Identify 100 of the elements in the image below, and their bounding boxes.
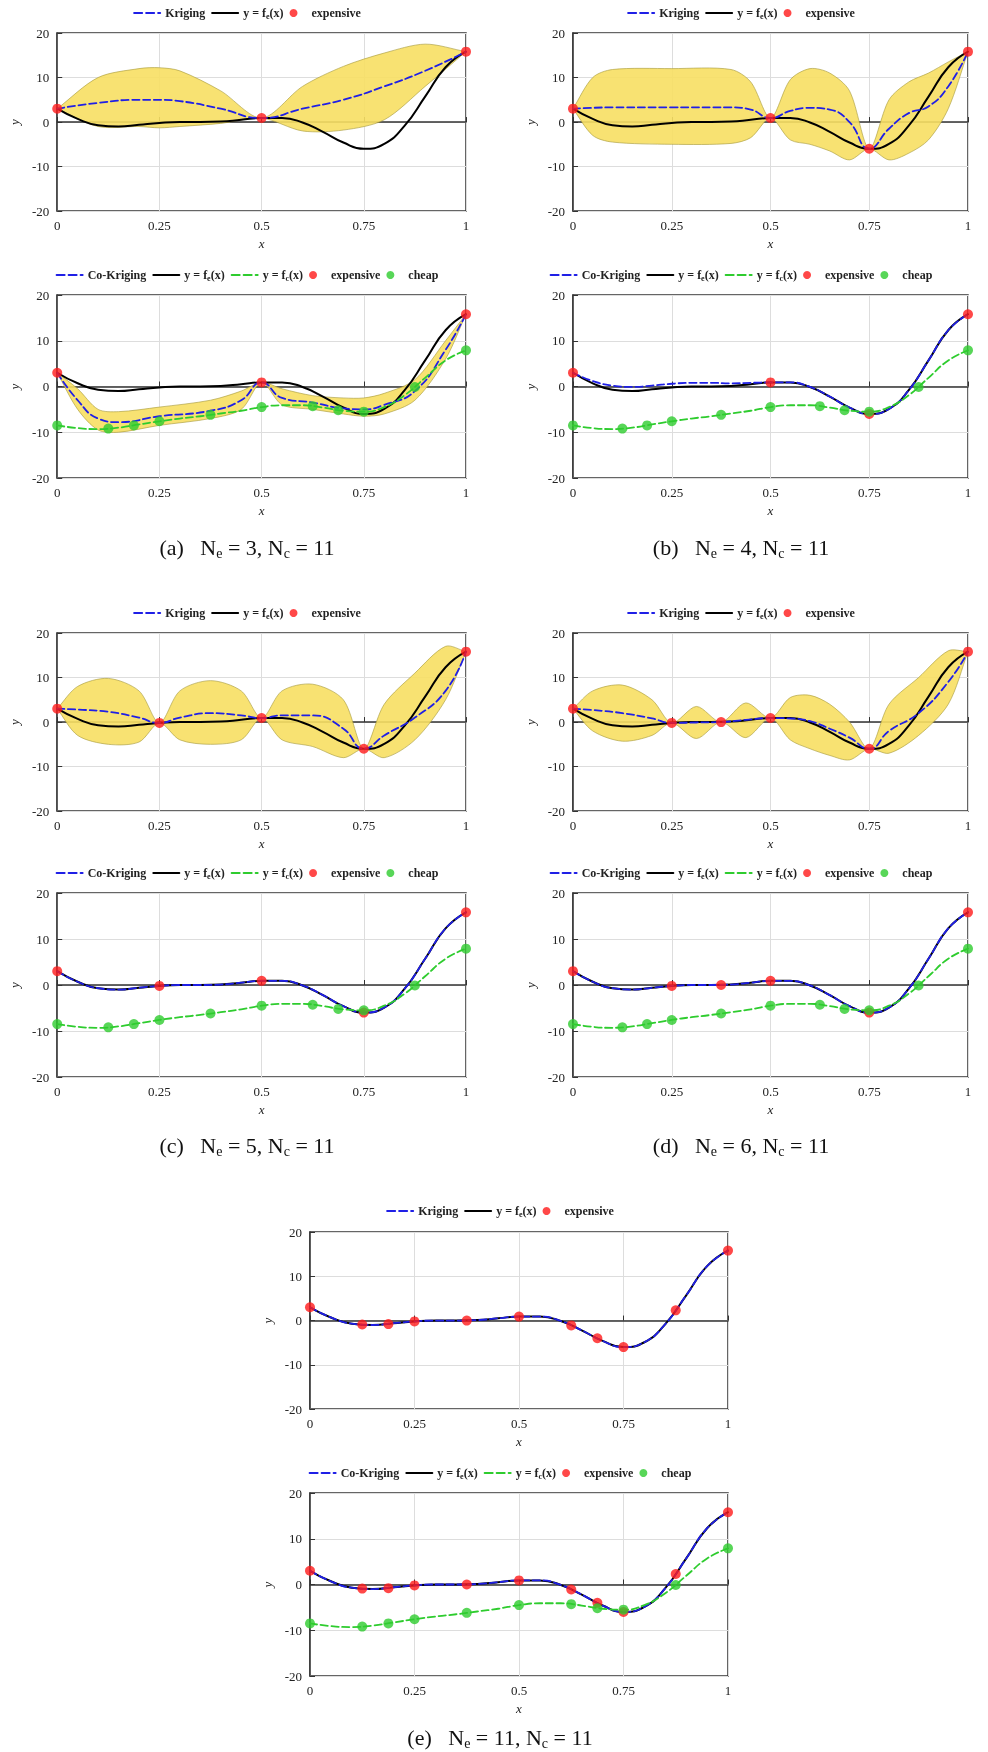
legend-label: Kriging xyxy=(418,1204,459,1218)
x-tick-label: 0.75 xyxy=(857,1084,881,1099)
legend-label: Kriging xyxy=(659,6,700,20)
x-tick-label: 0.5 xyxy=(762,485,779,500)
y-tick-label: 0 xyxy=(42,977,50,993)
y-tick-label: 0 xyxy=(558,114,565,130)
x-axis-title: x xyxy=(766,836,774,851)
x-tick-label: 0.25 xyxy=(660,818,684,834)
legend-label: Co-Kriging xyxy=(581,866,641,880)
x-tick-label: 0 xyxy=(569,218,577,234)
y-tick-label: -20 xyxy=(31,803,50,819)
y-tick-label: 10 xyxy=(36,931,50,947)
x-tick-label: 0.25 xyxy=(660,485,684,500)
x-tick-label: 0.75 xyxy=(612,1683,635,1698)
legend-label: cheap xyxy=(902,866,933,880)
y-tick-label: -10 xyxy=(547,424,565,440)
y-tick-label: 20 xyxy=(552,25,565,41)
y-axis-title: y xyxy=(7,981,22,990)
y-tick-label: -20 xyxy=(284,1668,302,1684)
y-axis-title: y xyxy=(522,718,538,727)
x-tick-label: 0.5 xyxy=(510,1416,528,1432)
y-tick-label: 0 xyxy=(295,1577,302,1592)
x-tick-label: 0.25 xyxy=(148,818,171,834)
x-axis-title: x xyxy=(766,1101,774,1117)
y-tick-label: -10 xyxy=(31,159,50,175)
y-axis-title: y xyxy=(259,1317,275,1326)
legend-label: expensive xyxy=(825,866,876,880)
y-tick-label: 10 xyxy=(289,1268,302,1284)
y-tick-label: 20 xyxy=(289,1485,302,1501)
y-tick-label: 20 xyxy=(552,625,565,641)
y-tick-label: 10 xyxy=(552,333,565,349)
x-tick-label: 0.5 xyxy=(762,818,779,834)
x-axis-title: x xyxy=(257,502,265,518)
y-tick-label: 10 xyxy=(289,1531,302,1547)
y-tick-label: 10 xyxy=(552,70,565,86)
x-tick-label: 0.75 xyxy=(857,218,881,234)
x-tick-label: 0.5 xyxy=(762,1084,779,1099)
x-tick-label: 0 xyxy=(53,818,61,834)
x-tick-label: 0.25 xyxy=(660,1084,684,1099)
y-tick-label: 0 xyxy=(558,977,565,993)
x-tick-label: 0.75 xyxy=(612,1416,635,1432)
y-tick-label: 20 xyxy=(552,885,565,901)
x-tick-label: 0.75 xyxy=(352,218,376,234)
legend-label: Kriging xyxy=(659,606,700,620)
x-tick-label: 0 xyxy=(569,485,577,500)
x-tick-label: 0.5 xyxy=(510,1683,528,1698)
y-tick-label: -20 xyxy=(31,203,50,219)
y-tick-label: 20 xyxy=(36,287,50,303)
y-tick-label: 20 xyxy=(36,885,50,901)
y-axis-title: y xyxy=(522,383,538,392)
legend-label: expensive xyxy=(331,866,382,880)
y-axis-title: y xyxy=(7,718,22,727)
y-tick-label: -10 xyxy=(547,1023,565,1039)
y-tick-label: 10 xyxy=(552,670,565,686)
x-tick-label: 0.25 xyxy=(403,1416,426,1432)
x-tick-label: 1 xyxy=(462,218,470,234)
y-tick-label: 0 xyxy=(42,379,50,394)
x-tick-label: 0.5 xyxy=(253,1084,270,1099)
y-tick-label: 0 xyxy=(42,114,50,130)
legend-label: Kriging xyxy=(165,606,206,620)
x-tick-label: 0.25 xyxy=(148,218,171,234)
y-tick-label: -10 xyxy=(547,759,565,775)
y-tick-label: -10 xyxy=(31,1023,50,1039)
x-tick-label: 0 xyxy=(53,218,61,234)
x-axis-title: x xyxy=(257,236,265,251)
y-tick-label: 0 xyxy=(558,714,565,730)
y-tick-label: 0 xyxy=(295,1313,302,1329)
y-axis-title: y xyxy=(522,118,538,127)
x-tick-label: 0 xyxy=(569,818,577,834)
legend-label: Co-Kriging xyxy=(581,268,641,282)
x-tick-label: 0 xyxy=(53,1084,61,1099)
legend-label: expensive xyxy=(584,1466,635,1480)
x-tick-label: 1 xyxy=(462,485,470,500)
legend-label: cheap xyxy=(661,1466,692,1480)
legend-label: cheap xyxy=(408,866,439,880)
x-tick-label: 0.5 xyxy=(253,818,270,834)
x-tick-label: 1 xyxy=(964,485,972,500)
y-tick-label: -20 xyxy=(547,803,565,819)
y-tick-label: -20 xyxy=(31,470,50,486)
x-axis-title: x xyxy=(766,502,774,518)
y-axis-title: y xyxy=(7,118,22,127)
x-tick-label: 0 xyxy=(569,1084,577,1099)
y-tick-label: 10 xyxy=(36,670,50,686)
x-tick-label: 0.75 xyxy=(857,485,881,500)
x-tick-label: 1 xyxy=(724,1683,732,1698)
x-tick-label: 0 xyxy=(306,1416,314,1432)
y-tick-label: 10 xyxy=(552,931,565,947)
legend-label: expensive xyxy=(331,268,382,282)
y-tick-label: 0 xyxy=(558,379,565,394)
x-axis-title: x xyxy=(766,236,774,251)
legend-label: expensive xyxy=(564,1204,615,1218)
y-tick-label: -10 xyxy=(31,424,50,440)
legend-label: expensive xyxy=(311,606,362,620)
x-tick-label: 1 xyxy=(462,1084,470,1099)
legend-label: expensive xyxy=(805,6,856,20)
x-axis-title: x xyxy=(257,1101,265,1117)
legend-label: expensive xyxy=(311,6,362,20)
x-axis-title: x xyxy=(515,1700,523,1716)
legend-label: Co-Kriging xyxy=(87,268,147,282)
y-tick-label: -10 xyxy=(547,159,565,175)
